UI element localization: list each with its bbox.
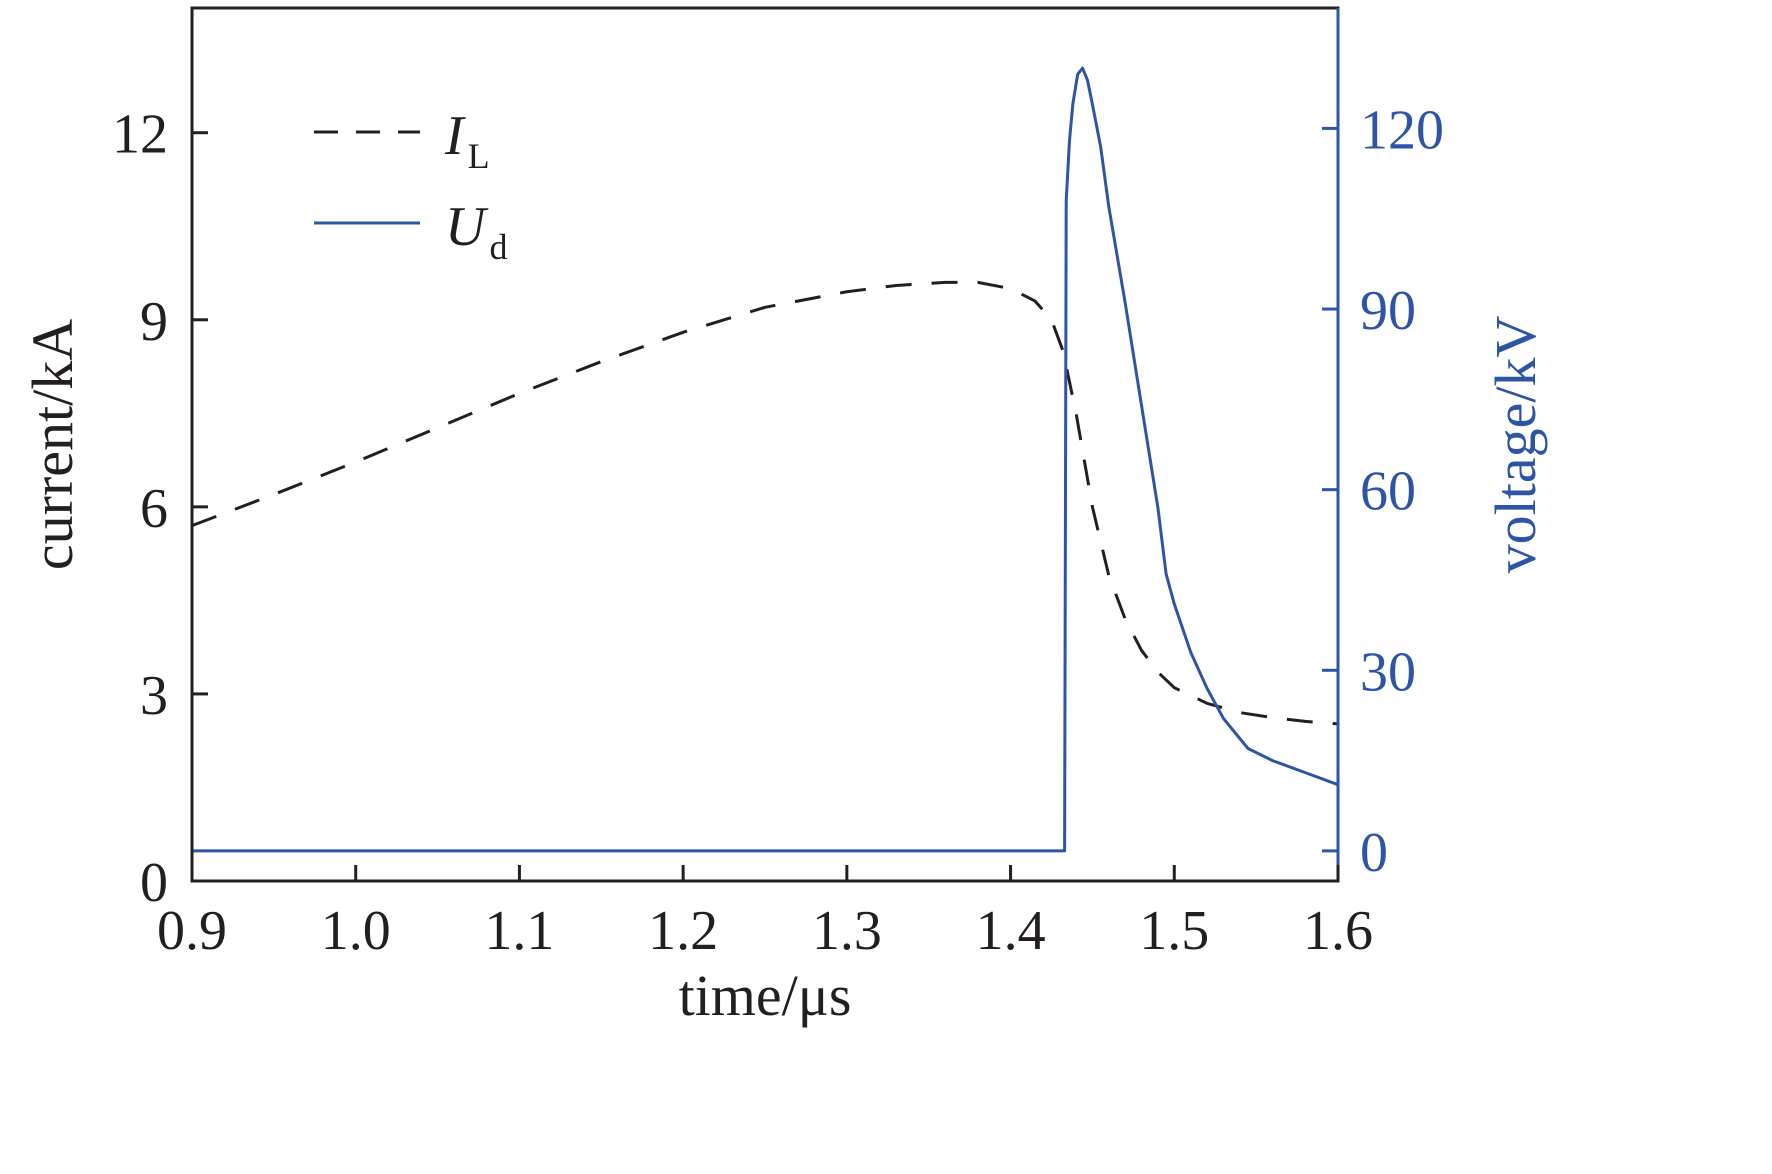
right-y-axis-label: voltage/kV [1483,316,1548,574]
left-y-tick-label: 6 [140,478,168,540]
legend-entry-voltage-name: U [445,196,489,258]
x-tick-label: 1.6 [1303,900,1373,962]
right-y-tick-label: 0 [1360,822,1388,884]
right-y-tick-label: 120 [1360,99,1444,161]
left-y-axis-ticks: 0 3 6 9 12 [112,104,208,914]
left-y-axis-label: current/kA [20,319,85,570]
x-tick-label: 1.5 [1139,900,1209,962]
plot-frame [190,6,1340,883]
x-tick-label: 1.4 [976,900,1046,962]
x-tick-label: 1.0 [321,900,391,962]
x-axis-label: time/μs [679,963,852,1028]
right-y-axis-ticks: 0 30 60 90 120 [1322,99,1444,884]
series-line-current [191,280,1339,726]
left-y-tick-label: 9 [140,291,168,353]
right-y-tick-label: 60 [1360,461,1416,523]
right-y-tick-label: 30 [1360,641,1416,703]
legend-entry-voltage-sub: d [489,227,507,267]
left-y-tick-label: 12 [112,104,168,166]
x-tick-label: 1.3 [812,900,882,962]
series-line-voltage [192,66,1339,853]
x-tick-label: 0.9 [157,900,227,962]
legend-entry-current-sub: L [468,136,490,176]
x-tick-label: 1.1 [484,900,554,962]
x-tick-label: 1.2 [648,900,718,962]
right-y-tick-label: 90 [1360,280,1416,342]
plot-lines [191,66,1339,853]
left-y-tick-label: 3 [140,665,168,727]
left-y-tick-label: 0 [140,852,168,914]
legend-entry-current-name: I [444,105,466,167]
x-axis-ticks: 0.9 1.0 1.1 1.2 1.3 1.4 1.5 1.6 [157,865,1373,962]
